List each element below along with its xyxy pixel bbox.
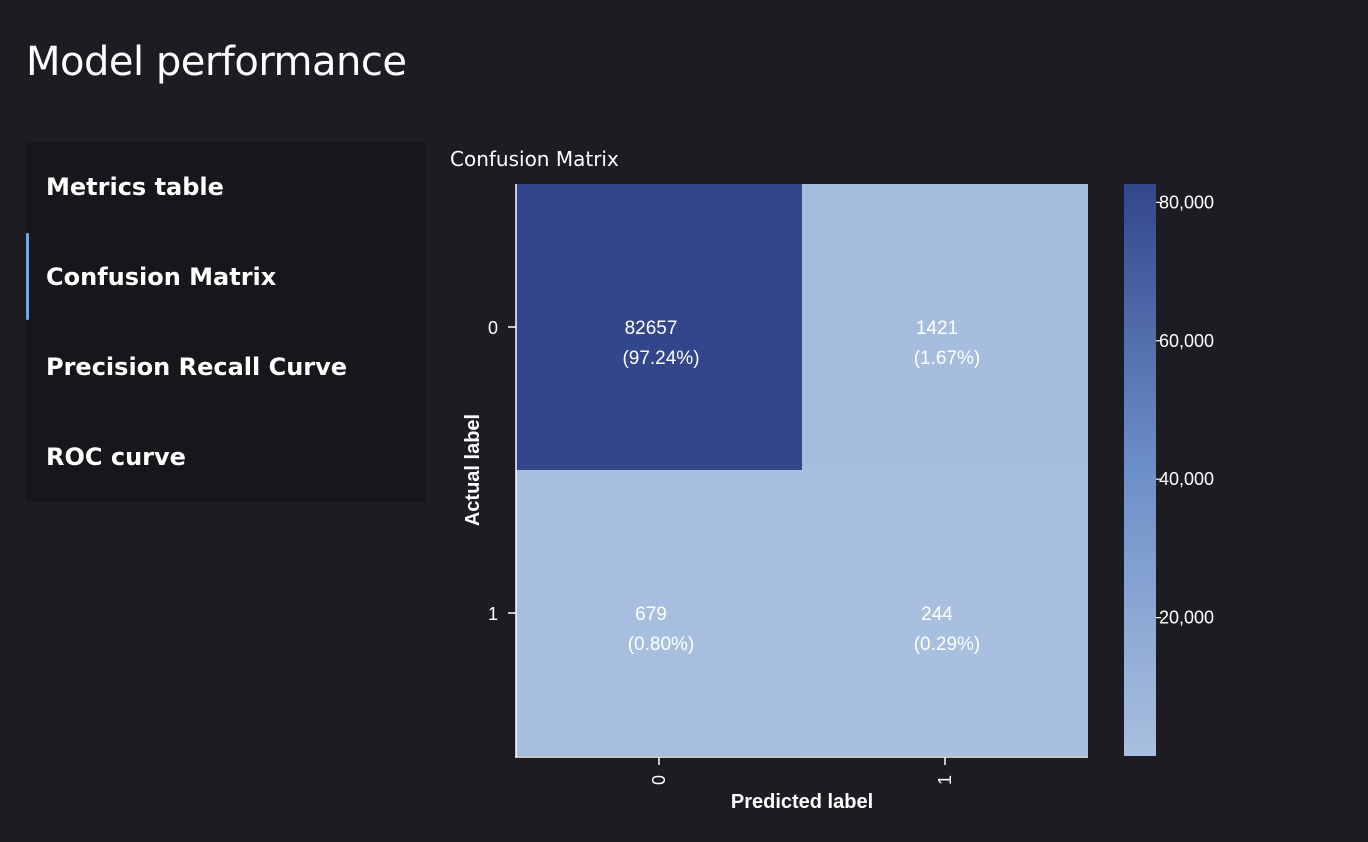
cell-percent-label: (0.29%) — [914, 634, 981, 655]
y-tick-label: 1 — [488, 604, 498, 624]
active-indicator — [26, 233, 29, 320]
nav-item-metrics-table[interactable]: Metrics table — [26, 142, 426, 232]
nav-item-label: Precision Recall Curve — [46, 353, 348, 381]
nav-item-confusion-matrix[interactable]: Confusion Matrix — [26, 232, 426, 322]
nav-item-label: ROC curve — [46, 443, 186, 471]
heatmap-cell — [516, 184, 802, 470]
nav-item-roc-curve[interactable]: ROC curve — [26, 412, 426, 502]
colorbar-tick-label: 20,000 — [1159, 608, 1214, 628]
cell-percent-label: (0.80%) — [628, 634, 695, 655]
colorbar-tick-label: 40,000 — [1159, 469, 1214, 489]
y-axis-label: Actual label — [462, 414, 484, 526]
nav-item-precision-recall-curve[interactable]: Precision Recall Curve — [26, 322, 426, 412]
nav-item-label: Confusion Matrix — [46, 263, 277, 291]
section-title: Confusion Matrix — [450, 147, 619, 171]
cell-count-label: 679 — [635, 604, 667, 625]
colorbar-tick-label: 80,000 — [1159, 192, 1214, 212]
heatmap-cell — [802, 470, 1088, 756]
y-tick-label: 0 — [488, 318, 498, 338]
side-navigation: Metrics table Confusion Matrix Precision… — [26, 142, 426, 502]
colorbar — [1124, 184, 1156, 756]
cell-percent-label: (1.67%) — [914, 348, 981, 369]
colorbar-tick-label: 60,000 — [1159, 331, 1214, 351]
cell-count-label: 1421 — [916, 318, 958, 339]
x-tick-label: 1 — [935, 775, 955, 785]
x-tick-label: 0 — [649, 775, 669, 785]
heatmap-cell — [802, 184, 1088, 470]
cell-count-label: 82657 — [625, 318, 678, 339]
nav-item-label: Metrics table — [46, 173, 224, 201]
cell-count-label: 244 — [921, 604, 953, 625]
heatmap-cell — [516, 470, 802, 756]
cell-percent-label: (97.24%) — [622, 348, 699, 369]
x-axis-label: Predicted label — [731, 791, 873, 813]
page-title: Model performance — [26, 39, 407, 85]
